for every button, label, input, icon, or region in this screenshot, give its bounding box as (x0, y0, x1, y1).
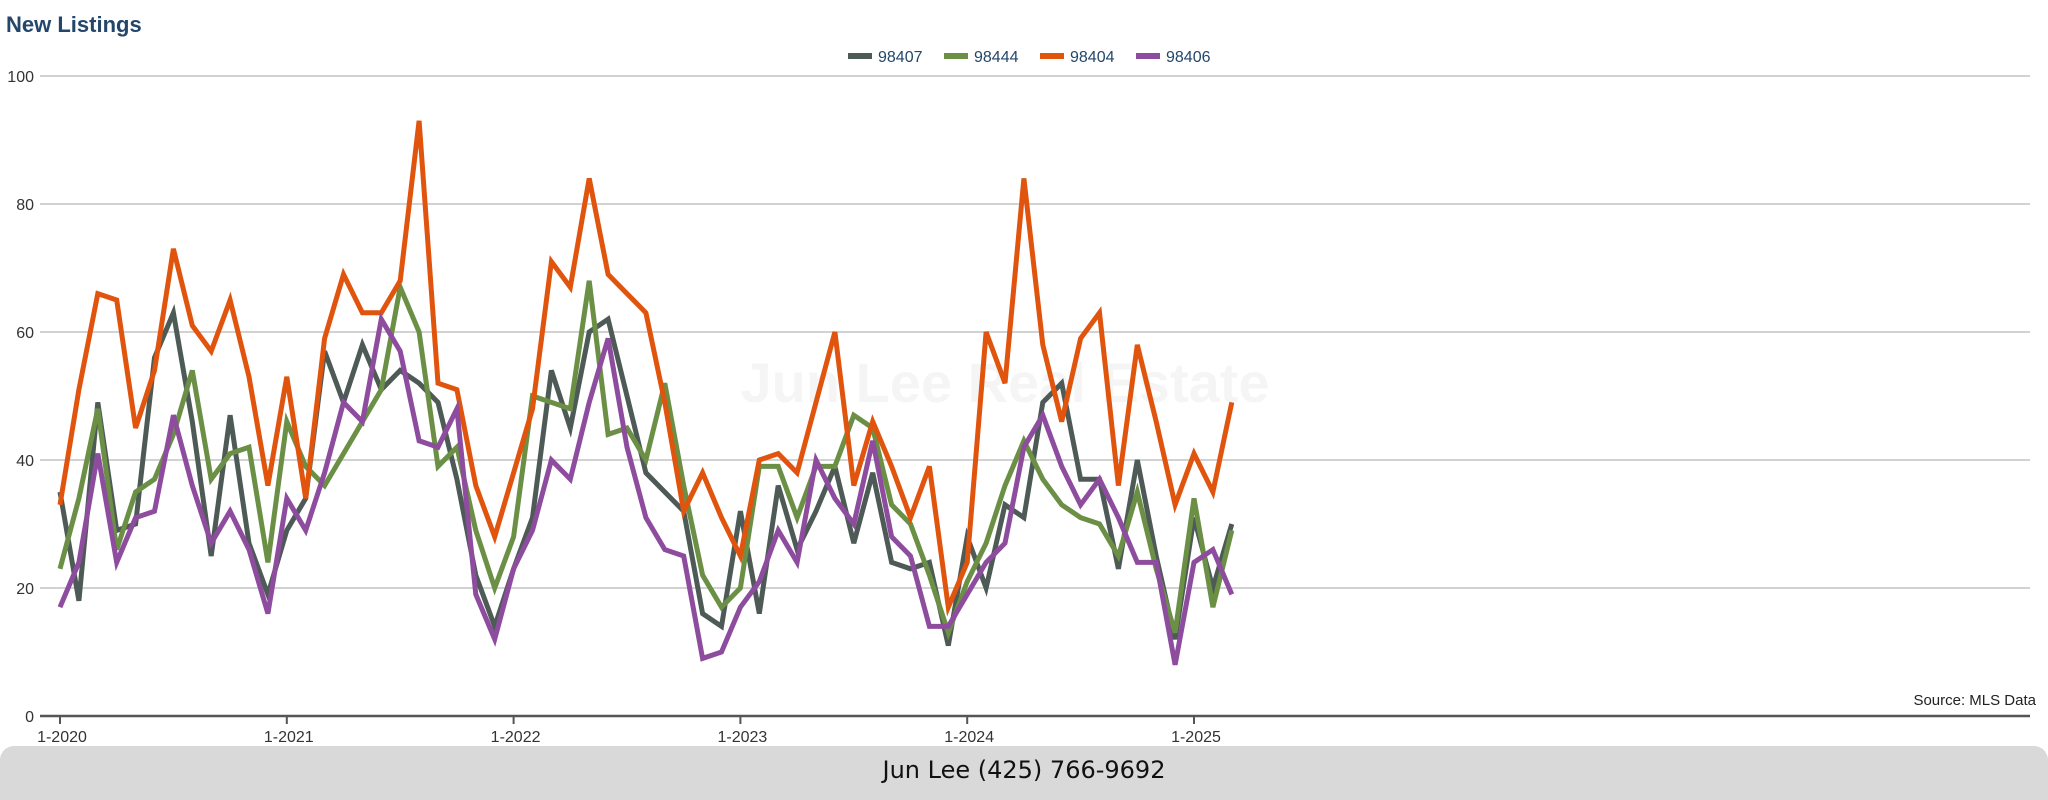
legend-label-98444: 98444 (974, 49, 1019, 66)
legend: 98407 98444 98404 98406 (848, 49, 1211, 66)
grid-layer (40, 75, 2030, 589)
legend-label-98406: 98406 (1166, 49, 1211, 66)
series-line-98407 (57, 303, 1235, 647)
legend-label-98407: 98407 (878, 49, 923, 66)
chart-title: New Listings (6, 12, 142, 37)
y-tick-label-0: 0 (25, 709, 34, 726)
x-tick-label-1-2023: 1-2023 (717, 729, 767, 746)
y-tick-label-80: 80 (16, 197, 34, 214)
footer-bar (0, 746, 2048, 800)
axis-layer: 0 20 40 60 80 100 1-2020 1-2021 1-2022 1-2023 1-20… (7, 69, 2030, 746)
x-tick-label-1-2021: 1-2021 (264, 729, 314, 746)
series-line-98404 (57, 120, 1235, 617)
series-line-98444 (57, 278, 1235, 641)
y-tick-label-20: 20 (16, 581, 34, 598)
x-tick-label-1-2025: 1-2025 (1171, 729, 1221, 746)
y-tick-label-60: 60 (16, 325, 34, 342)
source-label: Source: MLS Data (1913, 692, 2036, 709)
series-layer (57, 120, 1235, 666)
y-tick-label-40: 40 (16, 453, 34, 470)
footer-contact: Jun Lee (425) 766-9692 (882, 756, 1166, 784)
x-tick-label-1-2020: 1-2020 (37, 729, 87, 746)
x-tick-label-1-2022: 1-2022 (491, 729, 541, 746)
x-tick-label-1-2024: 1-2024 (944, 729, 994, 746)
series-line-98406 (57, 312, 1235, 666)
y-tick-label-100: 100 (7, 69, 34, 86)
legend-label-98404: 98404 (1070, 49, 1115, 66)
